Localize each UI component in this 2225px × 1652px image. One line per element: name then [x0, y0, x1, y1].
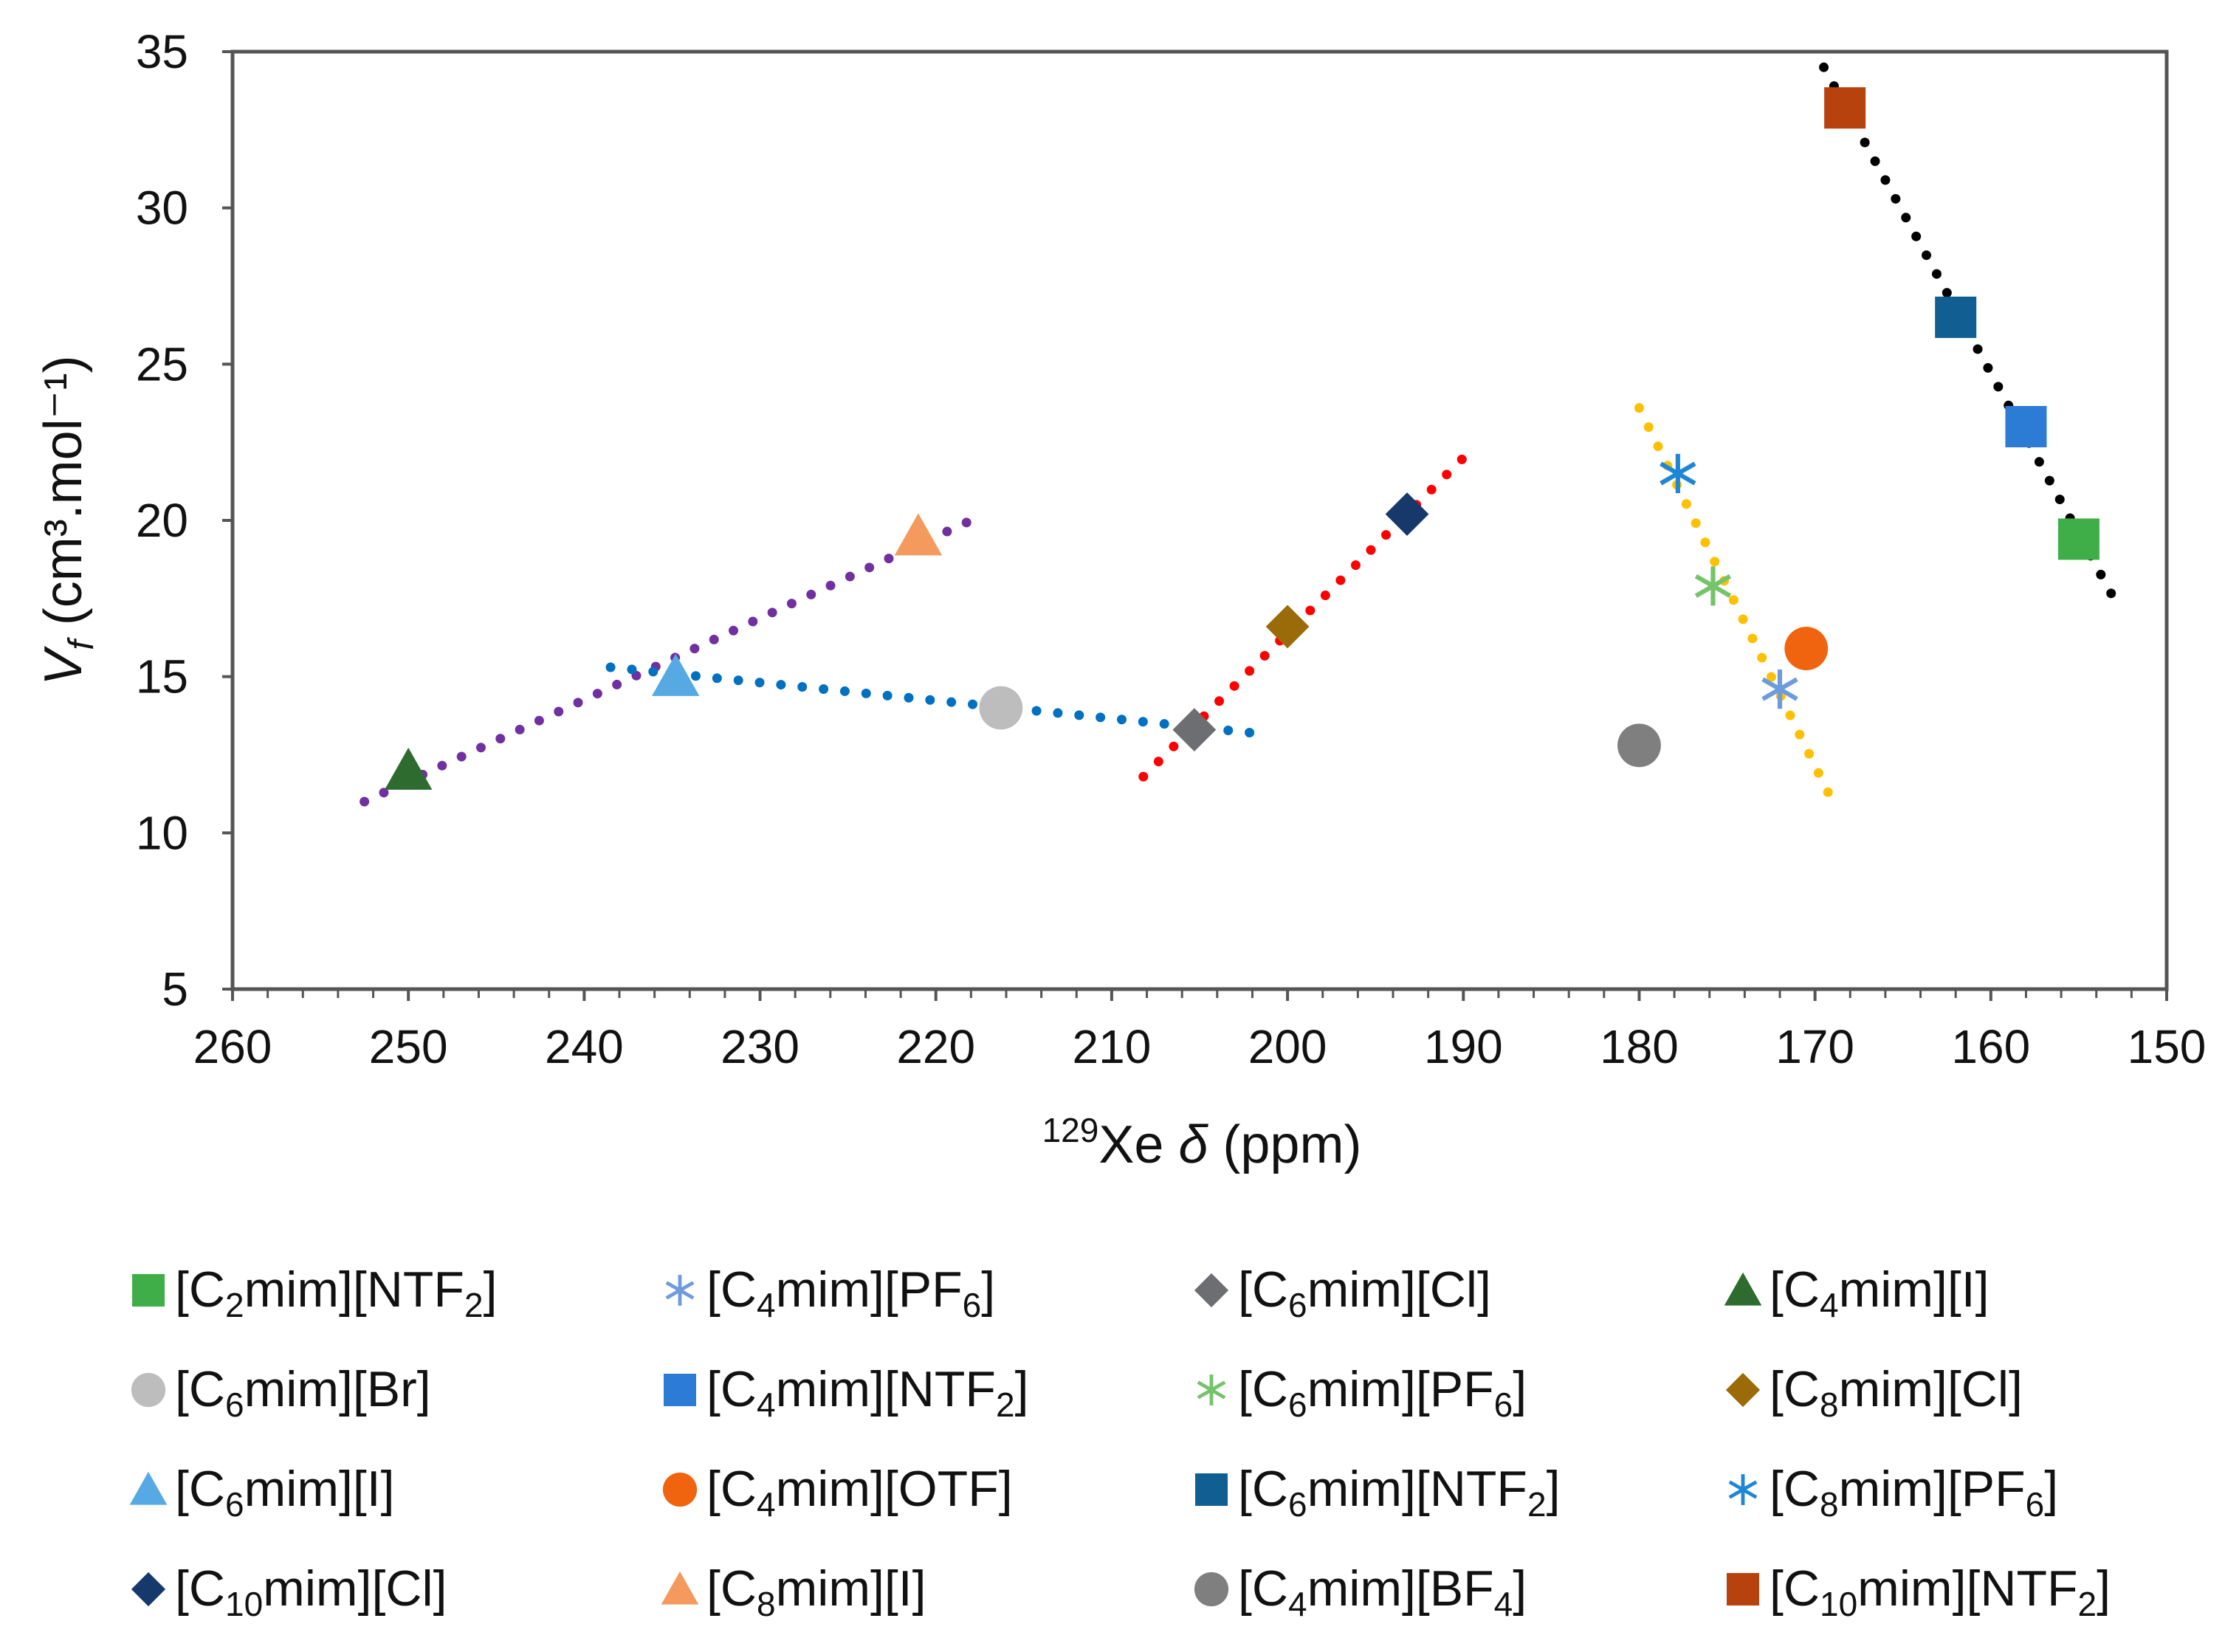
- legend-marker-c8mim-cl: [1725, 1372, 1761, 1408]
- legend-label-c6mim-i: [C6mim][I]: [175, 1461, 395, 1524]
- point-c6mim-i: [652, 653, 700, 696]
- point-c8mim-i: [894, 513, 943, 556]
- legend-marker-c4mim-bf4: [1194, 1572, 1229, 1607]
- legend-label-c6mim-cl: [C6mim][Cl]: [1238, 1262, 1491, 1324]
- point-c2mim-ntf2: [2057, 518, 2100, 560]
- x-axis-title-symbol: δ: [1178, 1115, 1208, 1174]
- legend-marker-c6mim-pf6: [1197, 1374, 1226, 1405]
- x-tick-label: 190: [1424, 1020, 1503, 1073]
- point-c4mim-bf4: [1617, 723, 1661, 768]
- legend-marker-c6mim-br: [131, 1372, 166, 1408]
- point-c4mim-pf6: [1761, 670, 1798, 709]
- legend-marker-c8mim-pf6: [1728, 1474, 1758, 1505]
- trendline-4: [1634, 403, 1837, 807]
- data-points: [384, 87, 2100, 790]
- legend-marker-c6mim-i: [129, 1471, 168, 1505]
- legend-marker-c6mim-ntf2: [1195, 1473, 1228, 1506]
- x-tick-label: 230: [721, 1020, 799, 1073]
- y-tick-label: 25: [136, 337, 188, 390]
- y-axis-title-unit: (cm³.mol⁻¹): [34, 355, 93, 640]
- x-tick-label: 200: [1248, 1020, 1327, 1073]
- point-c8mim-pf6: [1660, 453, 1696, 494]
- point-c10mim-cl: [1385, 492, 1429, 536]
- x-tick-label: 150: [2128, 1020, 2207, 1073]
- legend-label-c4mim-bf4: [C4mim][BF4]: [1238, 1560, 1527, 1623]
- legend-marker-c8mim-i: [661, 1571, 699, 1605]
- legend-marker-c10mim-ntf2: [1727, 1573, 1759, 1605]
- legend-marker-c4mim-pf6: [665, 1275, 695, 1306]
- y-axis-title: Vf (cm³.mol⁻¹): [34, 355, 101, 685]
- point-c10mim-ntf2: [1824, 87, 1866, 129]
- legend-marker-c10mim-cl: [131, 1572, 166, 1607]
- x-axis-title-isotope: 129: [1042, 1111, 1099, 1149]
- point-c4mim-ntf2: [2005, 406, 2047, 447]
- legend-label-c8mim-i: [C8mim][I]: [706, 1560, 926, 1623]
- legend-label-c10mim-ntf2: [C10mim][NTF2]: [1770, 1560, 2111, 1623]
- x-axis-title: 129Xe δ (ppm): [1042, 1111, 1362, 1174]
- legend-marker-c6mim-cl: [1194, 1273, 1229, 1308]
- y-tick-label: 5: [162, 963, 188, 1016]
- point-c8mim-cl: [1265, 605, 1310, 649]
- legend-label-c4mim-pf6: [C4mim][PF6]: [706, 1262, 995, 1324]
- point-c4mim-i: [384, 747, 433, 790]
- legend-label-c4mim-ntf2: [C4mim][NTF2]: [706, 1361, 1028, 1424]
- legend-label-c4mim-otf: [C4mim][OTF]: [706, 1461, 1013, 1524]
- y-tick-label: 15: [136, 650, 188, 703]
- point-c6mim-pf6: [1694, 566, 1732, 606]
- x-tick-label: 250: [369, 1020, 448, 1073]
- legend: [C2mim][NTF2] [C4mim][PF6] [C6mim][Cl] [C4m…: [129, 1262, 2111, 1623]
- x-tick-label: 180: [1600, 1020, 1679, 1073]
- legend-label-c6mim-pf6: [C6mim][PF6]: [1238, 1361, 1527, 1424]
- legend-marker-c4mim-otf: [662, 1472, 698, 1507]
- axis-ticks: 260 250 240 230 220 210 200 190 180 170 160 150 5 10 1…: [136, 25, 2207, 1073]
- y-tick-label: 20: [136, 494, 188, 547]
- x-axis-title-unit: (ppm): [1208, 1115, 1361, 1174]
- point-c4mim-otf: [1784, 627, 1829, 670]
- trendline-2: [605, 662, 1257, 738]
- y-tick-label: 30: [136, 182, 188, 235]
- point-c6mim-ntf2: [1935, 296, 1977, 338]
- legend-label-c6mim-ntf2: [C6mim][NTF2]: [1238, 1461, 1560, 1524]
- x-tick-label: 170: [1775, 1020, 1854, 1073]
- y-axis-title-symbol: V: [34, 646, 93, 686]
- legend-label-c4mim-i: [C4mim][I]: [1770, 1262, 1990, 1324]
- trendline-1: [360, 515, 976, 807]
- legend-marker-c4mim-ntf2: [664, 1374, 696, 1406]
- legend-label-c10mim-cl: [C10mim][Cl]: [175, 1560, 447, 1623]
- y-tick-label: 10: [136, 806, 188, 859]
- x-axis-title-element: Xe: [1098, 1115, 1178, 1174]
- x-tick-label: 210: [1073, 1020, 1152, 1073]
- point-c6mim-cl: [1172, 708, 1217, 752]
- x-tick-label: 260: [193, 1020, 272, 1073]
- x-tick-label: 160: [1951, 1020, 2030, 1073]
- legend-marker-c4mim-i: [1724, 1272, 1762, 1306]
- legend-label-c8mim-pf6: [C8mim][PF6]: [1770, 1461, 2058, 1524]
- x-tick-label: 240: [545, 1020, 624, 1073]
- legend-marker-c2mim-ntf2: [132, 1274, 165, 1307]
- y-tick-label: 35: [136, 25, 188, 78]
- legend-label-c8mim-cl: [C8mim][Cl]: [1770, 1361, 2023, 1424]
- point-c6mim-br: [979, 686, 1023, 730]
- x-tick-label: 220: [896, 1020, 975, 1073]
- legend-label-c6mim-br: [C6mim][Br]: [175, 1361, 431, 1424]
- legend-label-c2mim-ntf2: [C2mim][NTF2]: [175, 1262, 497, 1324]
